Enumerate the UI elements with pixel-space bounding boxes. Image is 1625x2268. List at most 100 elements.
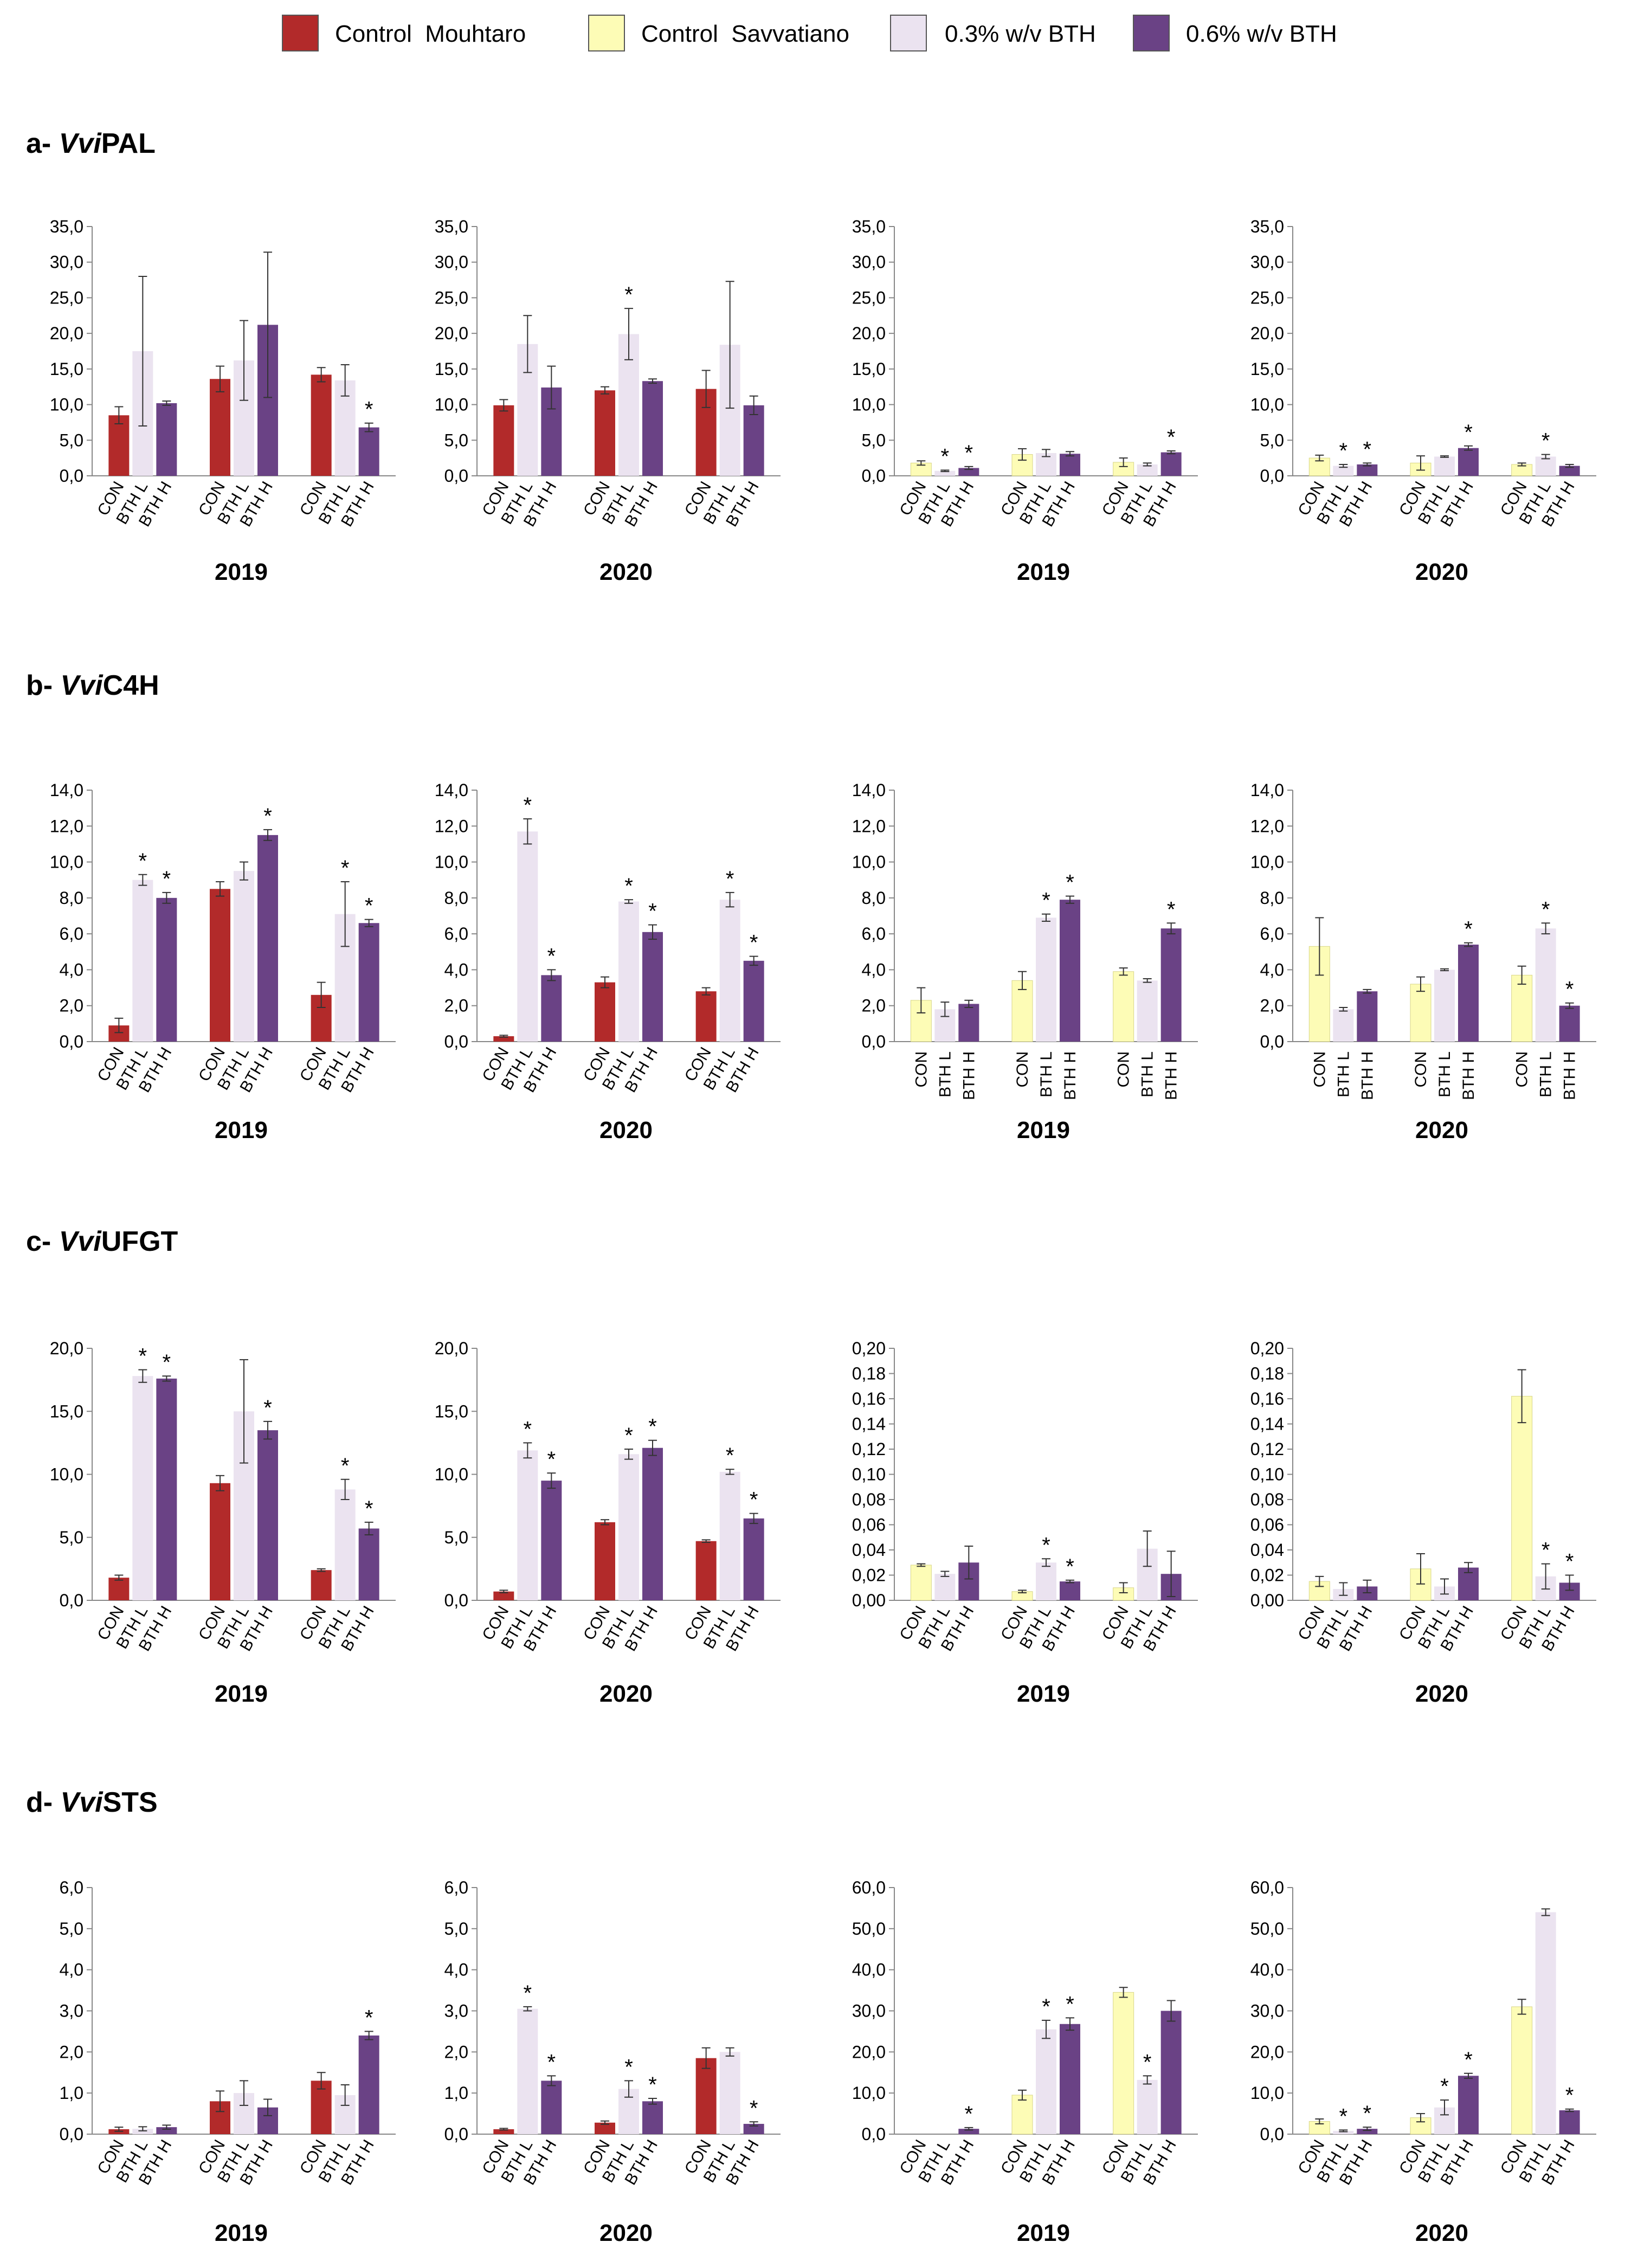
chart-vvic4h-savvatiano-2020-category-label: CON <box>1412 1051 1430 1088</box>
chart-vvipal-savvatiano-2019-significance-star: * <box>941 444 950 468</box>
chart-vviufgt-savvatiano-2019-ytick-label: 0,06 <box>852 1515 886 1535</box>
chart-vvic4h-mouhtaro-2019-significance-star: * <box>341 856 350 880</box>
chart-vvic4h-mouhtaro-2020-significance-star: * <box>726 867 734 891</box>
chart-vvists-savvatiano-2020-significance-star: * <box>1440 2075 1449 2098</box>
chart-vvists-mouhtaro-2020-ytick-label: 0,0 <box>444 2124 468 2144</box>
chart-vvipal-mouhtaro-2020-ytick-label: 20,0 <box>435 324 468 343</box>
chart-vvic4h-savvatiano-2020-category-label: CON <box>1513 1051 1531 1088</box>
chart-vvic4h-savvatiano-2019-category-label: BTH L <box>936 1051 954 1097</box>
chart-vviufgt-savvatiano-2019-bar-2-bth-l <box>1036 1562 1056 1600</box>
chart-vvic4h-savvatiano-2019-ytick-label: 14,0 <box>852 780 886 800</box>
chart-vvists-mouhtaro-2020-significance-star: * <box>750 2096 758 2120</box>
chart-vvipal-savvatiano-2019-ytick-label: 30,0 <box>852 253 886 272</box>
chart-vviufgt-mouhtaro-2019-ytick-label: 10,0 <box>50 1465 83 1484</box>
chart-vvic4h-savvatiano-2019-ytick-label: 12,0 <box>852 816 886 836</box>
chart-vviufgt-mouhtaro-2020-bar-2-con <box>595 1522 615 1600</box>
chart-vvipal-mouhtaro-2020-ytick-label: 15,0 <box>435 359 468 379</box>
chart-vvic4h-mouhtaro-2019-bar-3-bth-h <box>358 923 379 1042</box>
chart-vvic4h-savvatiano-2020-bar-2-bth-h <box>1458 945 1479 1042</box>
chart-vvists-mouhtaro-2020-significance-star: * <box>524 1981 532 2005</box>
chart-vvic4h-savvatiano-2019-significance-star: * <box>1066 871 1074 895</box>
chart-vviufgt-mouhtaro-2020-significance-star: * <box>648 1415 657 1439</box>
chart-vvipal-mouhtaro-2020-bar-2-con <box>595 390 615 476</box>
chart-vvic4h-mouhtaro-2020-bar-2-con <box>595 982 615 1042</box>
chart-vvipal-savvatiano-2019-bar-3-bth-l <box>1137 464 1158 476</box>
chart-vvists-savvatiano-2019-ytick-label: 60,0 <box>852 1878 886 1897</box>
chart-vviufgt-mouhtaro-2019-bar-1-bth-h <box>156 1378 177 1600</box>
chart-vvic4h-mouhtaro-2019-bar-1-bth-h <box>156 897 177 1042</box>
chart-vvists-mouhtaro-2019-bar-1-bth-h <box>156 2127 177 2134</box>
chart-vviufgt-savvatiano-2019-ytick-label: 0,14 <box>852 1414 886 1434</box>
chart-vvists-savvatiano-2020-bar-1-bth-h <box>1357 2129 1378 2134</box>
chart-vviufgt-mouhtaro-2019-ytick-label: 15,0 <box>50 1401 83 1421</box>
chart-vvic4h-savvatiano-2019-significance-star: * <box>1167 897 1176 921</box>
chart-vvic4h-mouhtaro-2019-ytick-label: 4,0 <box>60 960 83 979</box>
chart-vvic4h-savvatiano-2019-category-label: CON <box>912 1051 930 1088</box>
chart-vvipal-mouhtaro-2020-significance-star: * <box>624 283 633 307</box>
chart-vviufgt-savvatiano-2019-bar-2-bth-h <box>1060 1581 1080 1600</box>
chart-vvists-mouhtaro-2019-year-label: 2019 <box>215 2220 268 2246</box>
chart-vvists-savvatiano-2020-ytick-label: 60,0 <box>1250 1878 1284 1897</box>
chart-vvic4h-savvatiano-2019-category-label: CON <box>1014 1051 1031 1088</box>
chart-vvists-mouhtaro-2020-bar-1-bth-l <box>517 2008 538 2134</box>
chart-vvic4h-savvatiano-2019-bar-1-bth-h <box>958 1004 979 1042</box>
chart-vvipal-savvatiano-2019-ytick-label: 5,0 <box>862 430 886 450</box>
chart-vviufgt-mouhtaro-2019-bar-2-con <box>210 1483 230 1600</box>
chart-vviufgt-savvatiano-2020-ytick-label: 0,18 <box>1250 1364 1284 1384</box>
chart-vvic4h-mouhtaro-2019-year-label: 2019 <box>215 1117 268 1143</box>
chart-vvic4h-savvatiano-2020-ytick-label: 0,0 <box>1260 1032 1284 1051</box>
chart-vvic4h-mouhtaro-2019-ytick-label: 6,0 <box>60 924 83 944</box>
chart-vvists-savvatiano-2020-bar-1-bth-l <box>1333 2130 1354 2134</box>
chart-vvic4h-savvatiano-2020-ytick-label: 12,0 <box>1250 816 1284 836</box>
chart-vviufgt-savvatiano-2019-bar-1-con <box>910 1565 932 1601</box>
chart-vvists-savvatiano-2019-ytick-label: 20,0 <box>852 2042 886 2062</box>
chart-vvists-savvatiano-2019-ytick-label: 30,0 <box>852 2001 886 2021</box>
chart-vviufgt-mouhtaro-2020-ytick-label: 15,0 <box>435 1401 468 1421</box>
chart-vvists-mouhtaro-2019-significance-star: * <box>365 2006 373 2030</box>
chart-vvipal-savvatiano-2020-ytick-label: 30,0 <box>1250 253 1284 272</box>
chart-vvic4h-savvatiano-2020-ytick-label: 4,0 <box>1260 960 1284 979</box>
chart-vvic4h-savvatiano-2019-bar-3-con <box>1113 971 1134 1042</box>
chart-vvipal-mouhtaro-2020-year-label: 2020 <box>599 559 653 585</box>
chart-vvic4h-savvatiano-2020-ytick-label: 6,0 <box>1260 924 1284 944</box>
chart-vvists-savvatiano-2020-year-label: 2020 <box>1415 2220 1468 2246</box>
chart-vviufgt-savvatiano-2019-year-label: 2019 <box>1017 1681 1070 1707</box>
legend-swatch-savvatiano <box>588 15 625 51</box>
chart-vviufgt-mouhtaro-2019-year-label: 2019 <box>215 1681 268 1707</box>
chart-vvic4h-savvatiano-2019-category-label: BTH H <box>960 1051 978 1100</box>
chart-vvipal-mouhtaro-2020-bar-2-bth-h <box>642 381 663 476</box>
chart-vvipal-mouhtaro-2019-bar-1-bth-h <box>156 403 177 476</box>
chart-vvists-savvatiano-2019-significance-star: * <box>1143 2050 1152 2074</box>
chart-vvic4h-mouhtaro-2020-significance-star: * <box>624 874 633 898</box>
chart-vviufgt-mouhtaro-2019-significance-star: * <box>365 1497 373 1521</box>
chart-vvipal-savvatiano-2020-significance-star: * <box>1339 439 1348 463</box>
chart-vviufgt-savvatiano-2019: 0,00 0,02 0,04 0,06 0,08 0,10 0,12 0,14 0,16 0,18… <box>852 1339 1198 1707</box>
chart-vvic4h-savvatiano-2019-ytick-label: 10,0 <box>852 852 886 872</box>
chart-vvists-savvatiano-2019-bar-3-bth-l <box>1137 2079 1158 2134</box>
chart-vviufgt-savvatiano-2019-ytick-label: 0,08 <box>852 1490 886 1509</box>
chart-vvic4h-savvatiano-2019-bar-2-bth-h <box>1060 900 1080 1042</box>
chart-vviufgt-savvatiano-2019-ytick-label: 0,04 <box>852 1540 886 1560</box>
chart-vviufgt-savvatiano-2020-ytick-label: 0,20 <box>1250 1339 1284 1358</box>
chart-vviufgt-savvatiano-2020: 0,00 0,02 0,04 0,06 0,08 0,10 0,12 0,14 0,16 0,18… <box>1250 1339 1596 1707</box>
chart-vviufgt-savvatiano-2019-ytick-label: 0,10 <box>852 1465 886 1484</box>
chart-vvists-savvatiano-2020-bar-3-con <box>1511 2006 1533 2135</box>
chart-vvipal-savvatiano-2019-significance-star: * <box>1167 425 1176 449</box>
chart-vvists-mouhtaro-2019-ytick-label: 5,0 <box>60 1919 83 1939</box>
chart-vviufgt-mouhtaro-2019-significance-star: * <box>263 1396 272 1420</box>
chart-vvic4h-mouhtaro-2020-significance-star: * <box>547 944 556 968</box>
chart-vvic4h-savvatiano-2019-category-label: CON <box>1115 1051 1133 1088</box>
chart-vviufgt-savvatiano-2020-ytick-label: 0,04 <box>1250 1540 1284 1560</box>
chart-vvists-mouhtaro-2020-ytick-label: 1,0 <box>444 2083 468 2103</box>
chart-vvic4h-mouhtaro-2020-ytick-label: 4,0 <box>444 960 468 979</box>
chart-vvic4h-savvatiano-2019-category-label: BTH H <box>1061 1051 1079 1100</box>
chart-vviufgt-mouhtaro-2020-ytick-label: 10,0 <box>435 1465 468 1484</box>
chart-vvists-mouhtaro-2020-bar-3-bth-h <box>743 2124 764 2134</box>
chart-vvic4h-mouhtaro-2019-ytick-label: 12,0 <box>50 816 83 836</box>
chart-vviufgt-mouhtaro-2020-bar-2-bth-h <box>642 1448 663 1600</box>
